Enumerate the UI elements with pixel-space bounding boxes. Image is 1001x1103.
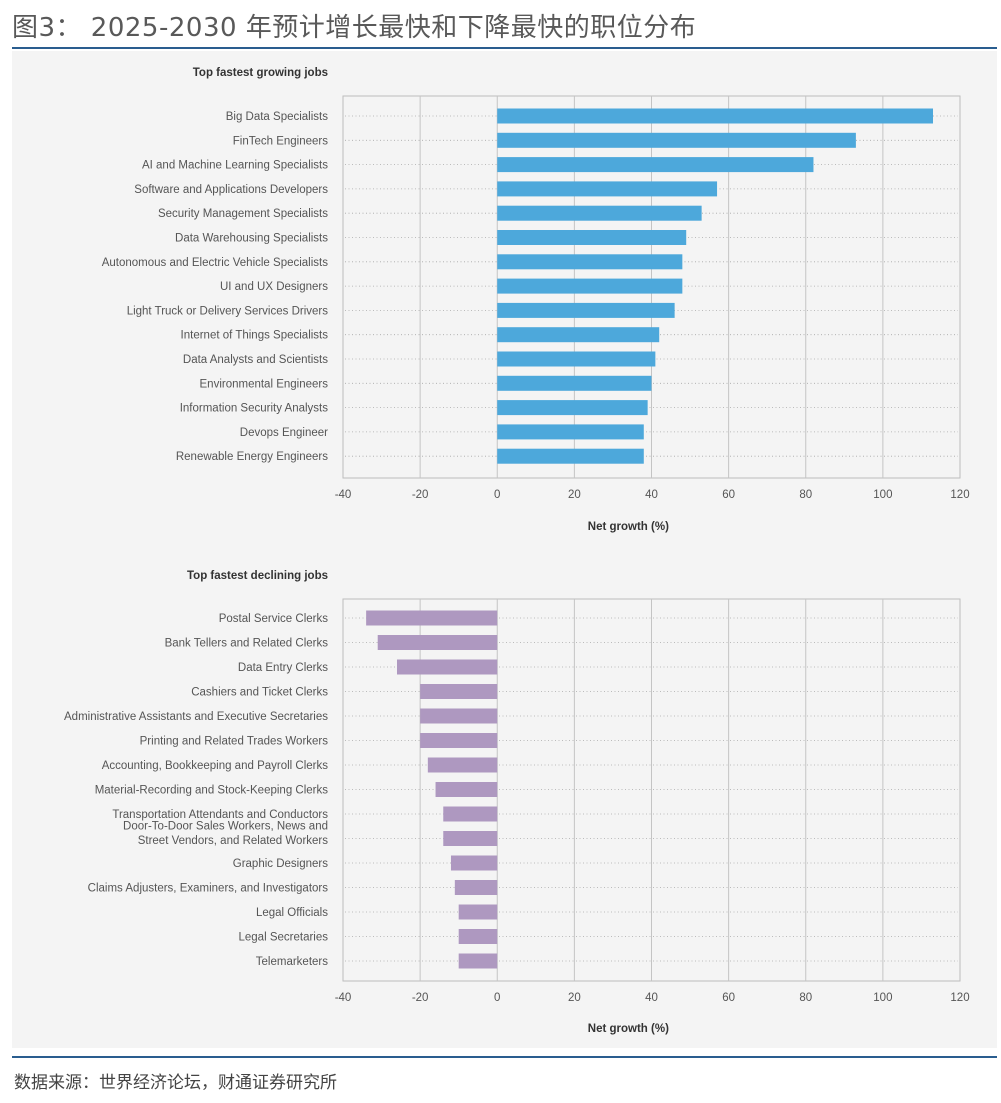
decline-category-label: Claims Adjusters, Examiners, and Investi… (88, 883, 329, 895)
decline-category-label: Legal Officials (256, 907, 328, 919)
decline-category-label: Postal Service Clerks (219, 613, 329, 625)
growth-bar (497, 230, 687, 245)
figure-title: 图3： 2025-2030 年预计增长最快和下降最快的职位分布 (12, 13, 697, 43)
decline-bar (458, 929, 498, 944)
growth-chart-title: Top fastest growing jobs (193, 67, 328, 79)
growth-bar (497, 254, 683, 270)
growth-category-label: Big Data Specialists (226, 111, 329, 123)
growth-bar (497, 157, 814, 173)
decline-bar (454, 880, 498, 895)
decline-category-label: Data Entry Clerks (238, 662, 328, 674)
decline-bar (420, 708, 498, 724)
decline-bar (458, 904, 498, 920)
growth-category-label: UI and UX Designers (220, 281, 328, 293)
decline-bar (450, 855, 498, 871)
decline-tick-label: 120 (950, 992, 969, 1004)
decline-bar (420, 684, 498, 699)
decline-bar (443, 806, 498, 822)
growth-tick-label: 40 (645, 489, 658, 501)
growth-category-label: Information Security Analysts (180, 403, 329, 415)
growth-category-label: Security Management Specialists (158, 208, 328, 220)
decline-bar (377, 635, 498, 650)
decline-bar (435, 782, 498, 797)
decline-category-label: Legal Secretaries (239, 932, 329, 944)
decline-category-label: Printing and Related Trades Workers (140, 736, 329, 748)
growth-bar (497, 327, 660, 343)
growth-tick-label: 80 (799, 489, 812, 501)
decline-bar (366, 610, 498, 626)
growth-category-label: Autonomous and Electric Vehicle Speciali… (102, 257, 329, 269)
growth-category-label: Software and Applications Developers (134, 184, 328, 196)
growth-bar (497, 302, 675, 318)
source-note: 数据来源：世界经济论坛，财通证券研究所 (14, 1073, 337, 1093)
decline-category-label: Door-To-Door Sales Workers, News and (123, 821, 328, 833)
decline-tick-label: 0 (494, 992, 500, 1004)
growth-category-label: FinTech Engineers (233, 135, 328, 147)
growth-category-label: AI and Machine Learning Specialists (142, 160, 328, 172)
growth-bar (497, 424, 644, 440)
decline-bar (443, 831, 498, 846)
growth-category-label: Environmental Engineers (200, 378, 329, 390)
decline-bar (458, 953, 498, 969)
decline-tick-label: 40 (645, 992, 658, 1004)
decline-category-label: Material-Recording and Stock-Keeping Cle… (95, 785, 329, 797)
decline-category-label: Graphic Designers (233, 858, 328, 870)
growth-tick-label: 100 (873, 489, 892, 501)
growth-bar (497, 181, 718, 197)
growth-tick-label: -40 (335, 489, 352, 501)
decline-bar (427, 757, 498, 773)
decline-category-label: Transportation Attendants and Conductors (112, 809, 328, 821)
growth-bar (497, 448, 644, 464)
growth-bar (497, 375, 652, 391)
decline-category-label: Street Vendors, and Related Workers (138, 835, 329, 847)
decline-category-label: Cashiers and Ticket Clerks (191, 687, 328, 699)
growth-tick-label: 20 (568, 489, 581, 501)
growth-bar (497, 132, 856, 148)
growth-category-label: Renewable Energy Engineers (176, 451, 328, 463)
growth-bar (497, 108, 934, 124)
growth-category-label: Light Truck or Delivery Services Drivers (127, 305, 329, 317)
decline-category-label: Administrative Assistants and Executive … (64, 711, 328, 723)
growth-category-label: Internet of Things Specialists (181, 330, 329, 342)
decline-category-label: Telemarketers (256, 956, 328, 968)
footer-rule (12, 1056, 997, 1058)
growth-tick-label: 60 (722, 489, 735, 501)
decline-tick-label: 100 (873, 992, 892, 1004)
growth-category-label: Devops Engineer (240, 427, 328, 439)
growth-bar (497, 400, 648, 416)
decline-bar (420, 733, 498, 748)
growth-category-label: Data Analysts and Scientists (183, 354, 328, 366)
decline-tick-label: 80 (799, 992, 812, 1004)
growth-bar (497, 278, 683, 294)
growth-tick-label: 120 (950, 489, 969, 501)
title-rule (12, 47, 997, 49)
decline-category-label: Bank Tellers and Related Clerks (165, 638, 329, 650)
decline-bar (396, 659, 498, 675)
decline-tick-label: 60 (722, 992, 735, 1004)
decline-category-label: Accounting, Bookkeeping and Payroll Cler… (102, 760, 329, 772)
decline-tick-label: -20 (412, 992, 429, 1004)
decline-tick-label: 20 (568, 992, 581, 1004)
decline-chart-title: Top fastest declining jobs (187, 570, 328, 582)
growth-tick-label: -20 (412, 489, 429, 501)
growth-axis-title: Net growth (%) (588, 521, 669, 533)
decline-axis-title: Net growth (%) (588, 1023, 669, 1035)
growth-bar (497, 351, 656, 367)
growth-bar (497, 205, 702, 221)
growth-tick-label: 0 (494, 489, 500, 501)
decline-tick-label: -40 (335, 992, 352, 1004)
growth-category-label: Data Warehousing Specialists (175, 233, 328, 245)
